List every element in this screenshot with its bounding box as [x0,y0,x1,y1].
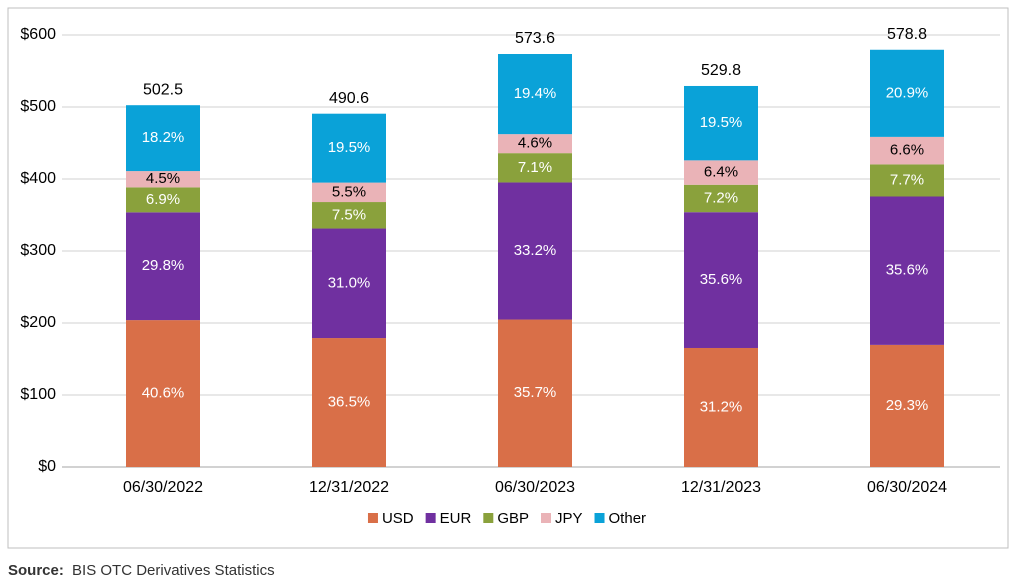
data-label: 4.6% [518,135,552,152]
bar-segment [684,160,758,185]
data-label: 7.2% [704,189,738,206]
bar-segment [312,182,386,203]
x-tick-label: 06/30/2023 [495,479,575,496]
bar-segment [870,136,944,165]
y-tick-label: $100 [20,386,56,403]
data-label: 19.4% [514,85,557,102]
x-tick-label: 12/31/2023 [681,479,761,496]
bar-segment [870,196,944,345]
x-tick-label: 06/30/2022 [123,479,203,496]
y-tick-label: $300 [20,242,56,259]
total-label: 490.6 [329,90,369,107]
data-label: 29.8% [142,257,185,274]
total-label: 529.8 [701,62,741,79]
data-label: 31.2% [700,398,743,415]
data-label: 7.7% [890,171,924,188]
source-note: Source: BIS OTC Derivatives Statistics [8,562,275,579]
data-label: 6.4% [704,164,738,181]
legend-label: Other [609,510,647,527]
y-tick-label: $400 [20,170,56,187]
source-label: Source: [8,562,64,579]
bar-segment [312,338,386,467]
legend-label: USD [382,510,414,527]
legend-swatch [425,513,436,523]
total-label: 502.5 [143,81,183,98]
legend-swatch [483,513,494,523]
bar-segment [126,212,200,321]
y-tick-label: $600 [20,26,56,43]
data-label: 31.0% [328,274,371,291]
bar-segment [498,182,572,320]
bar-segment [126,187,200,213]
data-label: 7.1% [518,159,552,176]
legend-label: GBP [497,510,529,527]
legend-swatch [367,513,378,523]
bar-segment [498,134,572,154]
bar-segment [312,228,386,339]
data-label: 36.5% [328,393,371,410]
data-label: 7.5% [332,206,366,223]
data-label: 18.2% [142,129,185,146]
data-label: 20.9% [886,84,929,101]
data-label: 35.6% [886,262,929,279]
bar-segment [870,164,944,197]
bar-segment [126,105,200,172]
x-tick-label: 06/30/2024 [867,479,947,496]
bar-segment [870,49,944,137]
bar-segment [312,113,386,183]
bar-segment [312,202,386,229]
bar-segment [498,319,572,467]
y-tick-label: $500 [20,98,56,115]
x-tick-label: 12/31/2022 [309,479,389,496]
bar-segment [684,347,758,467]
data-label: 6.6% [890,142,924,159]
legend-swatch [541,513,551,523]
data-label: 35.6% [700,271,743,288]
source-text: BIS OTC Derivatives Statistics [72,562,275,579]
legend-label: EUR [440,510,472,527]
bar-segment [498,153,572,183]
bar-segment [126,320,200,467]
legend-label: JPY [555,510,583,527]
bar-segment [684,184,758,213]
bar-segment [126,171,200,188]
bar-segment [870,344,944,467]
data-label: 19.5% [328,139,371,156]
legend: USD EUR GBP JPY Other [367,510,647,527]
plot-area: $0 $100 $200 $300 $400 $500 $600 06/30/2022 40.6… [20,26,1000,527]
data-label: 4.5% [146,170,180,187]
y-tick-label: $0 [38,458,56,475]
data-label: 40.6% [142,385,185,402]
bar-segment [684,85,758,161]
legend-swatch [594,513,605,523]
data-label: 33.2% [514,242,557,259]
data-label: 5.5% [332,183,366,200]
data-label: 29.3% [886,397,929,414]
data-label: 19.5% [700,114,743,131]
bar-segment [684,212,758,348]
y-tick-label: $200 [20,314,56,331]
data-label: 35.7% [514,384,557,401]
data-label: 6.9% [146,191,180,208]
total-label: 578.8 [887,26,927,43]
bar-segment [498,54,572,135]
total-label: 573.6 [515,30,555,47]
